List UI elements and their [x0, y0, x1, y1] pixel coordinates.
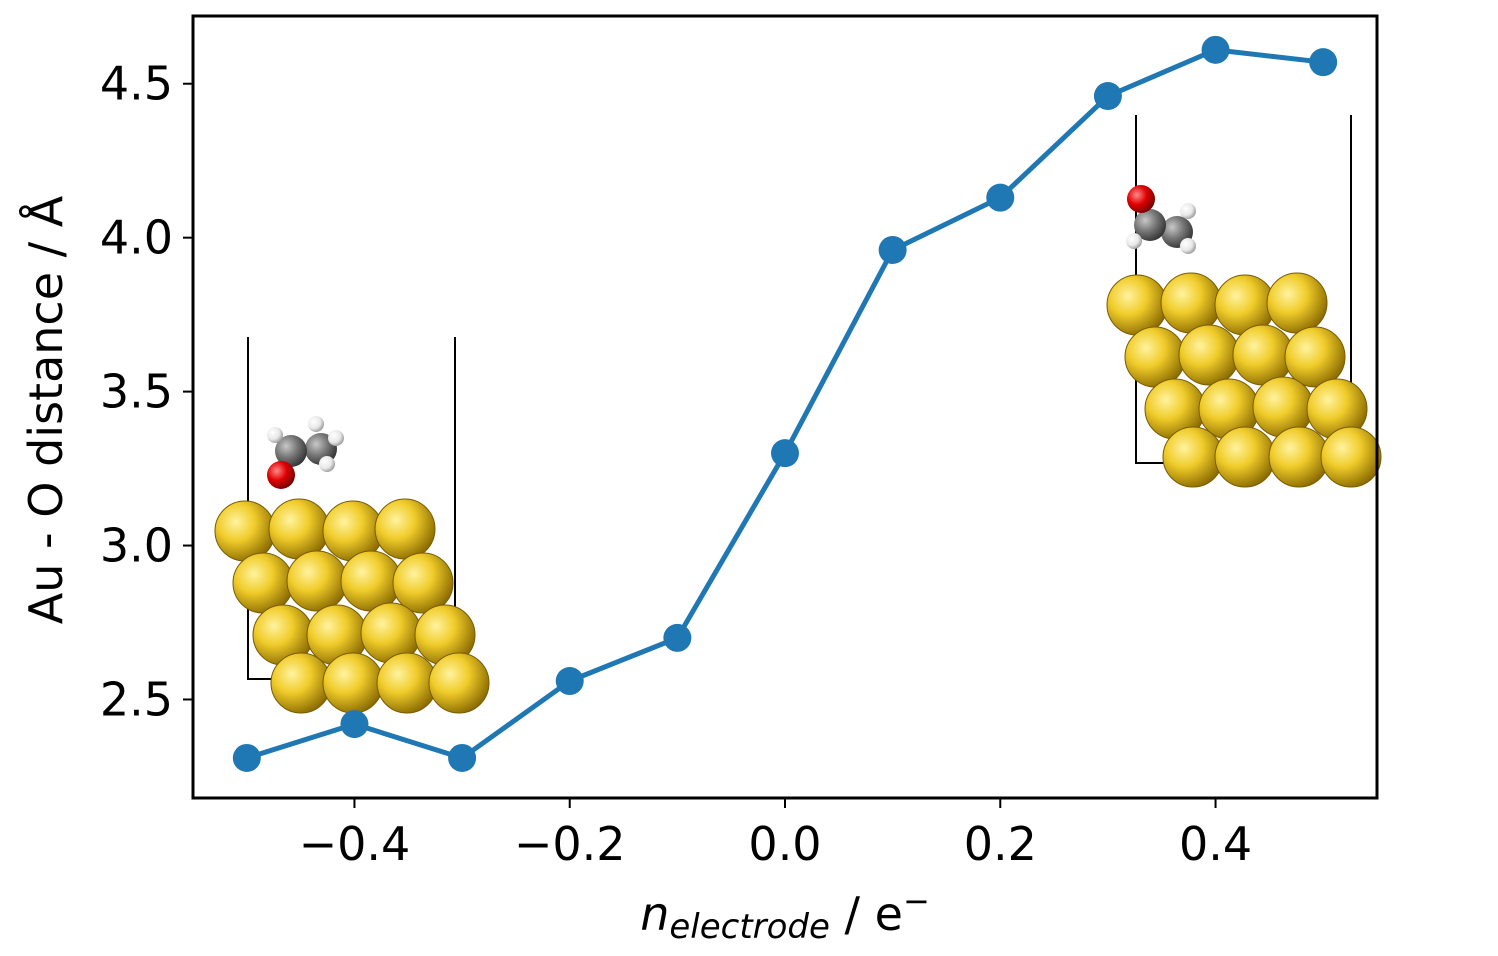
gold-atom-icon [1160, 272, 1222, 334]
y-tick-label: 2.5 [100, 672, 173, 726]
y-axis-label: Au - O distance / Å [19, 195, 73, 624]
y-tick-label: 3.0 [100, 519, 173, 573]
right-inset-gold-slab-icon [1106, 115, 1382, 488]
x-axis-label: nelectrode / e− [640, 882, 930, 947]
data-point [232, 743, 261, 772]
gold-atom-icon [214, 500, 276, 562]
gold-atom-icon [340, 550, 402, 612]
gold-atom-icon [1214, 426, 1276, 488]
gold-atom-icon [1178, 324, 1240, 386]
gold-atom-icon [1162, 426, 1224, 488]
gold-atom-icon [232, 552, 294, 614]
gold-atom-icon [376, 652, 438, 714]
gold-atom-icon [392, 552, 454, 614]
x-tick-label: 0.0 [748, 817, 821, 871]
x-axis: −0.4 −0.2 0.0 0.2 0.4 [299, 798, 1252, 871]
x-tick-label: −0.4 [299, 817, 411, 871]
x-axis-label-unit: / e [830, 887, 903, 941]
data-series [232, 35, 1338, 772]
gold-atom-icon [428, 652, 490, 714]
data-point [555, 667, 584, 696]
x-tick-label: 0.4 [1179, 817, 1252, 871]
y-tick-label: 4.0 [100, 211, 173, 265]
x-tick-label: −0.2 [514, 817, 626, 871]
gold-atom-icon [286, 550, 348, 612]
data-point [771, 439, 799, 468]
data-point [878, 235, 907, 264]
data-point [448, 743, 477, 772]
gold-atom-icon [374, 498, 436, 560]
gold-atom-icon [1268, 426, 1330, 488]
data-point [340, 710, 369, 739]
left-molecule-icon [267, 416, 344, 489]
gold-atom-icon [1232, 324, 1294, 386]
y-tick-label: 4.5 [100, 57, 173, 111]
right-molecule-icon [1126, 185, 1196, 254]
y-axis: 2.5 3.0 3.5 4.0 4.5 [100, 57, 193, 726]
x-tick-label: 0.2 [964, 817, 1037, 871]
y-tick-label: 3.5 [100, 365, 173, 419]
gold-atom-icon [1320, 426, 1382, 488]
x-axis-label-subscript: electrode [669, 907, 830, 947]
data-point [1093, 82, 1122, 111]
left-inset-gold-slab-icon [214, 337, 490, 714]
data-point [663, 623, 692, 652]
gold-atom-icon [270, 652, 332, 714]
x-axis-label-variable: n [640, 887, 669, 941]
gold-atom-icon [1284, 326, 1346, 388]
data-point [1201, 35, 1230, 64]
gold-atom-icon [1106, 274, 1168, 336]
gold-atom-icon [268, 498, 330, 560]
gold-atom-icon [322, 652, 384, 714]
gold-atom-icon [1124, 326, 1186, 388]
data-point [986, 183, 1015, 212]
gold-atom-icon [1266, 272, 1328, 334]
x-axis-label-superscript: − [903, 882, 930, 920]
data-point [1309, 48, 1338, 77]
